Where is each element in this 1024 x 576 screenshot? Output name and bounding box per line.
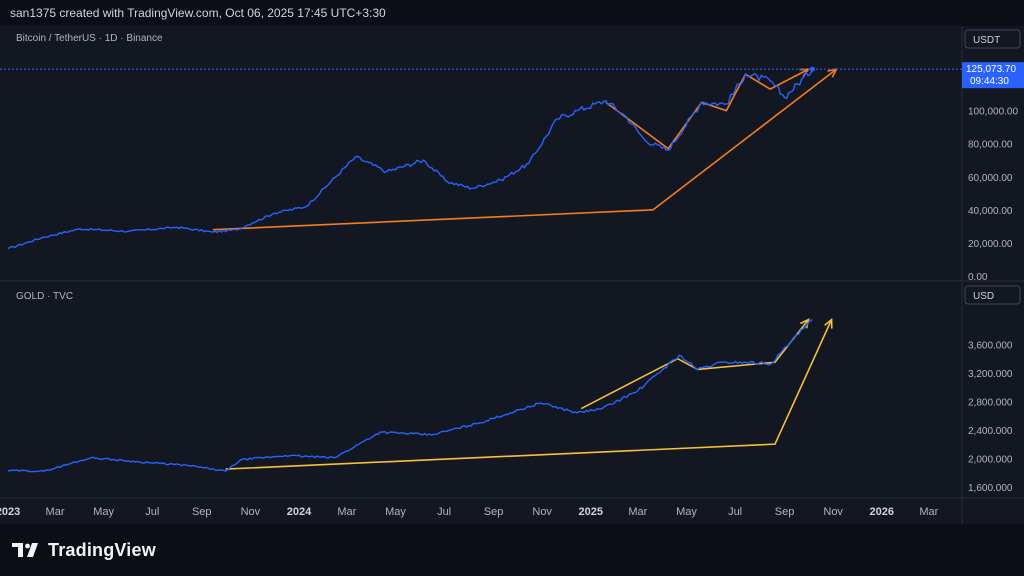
y-tick-label: 100,000.00 — [968, 107, 1018, 118]
time-axis[interactable]: 2023 Mar May Jul Sep Nov 2024 Mar May Jul Sep Nov 20… — [0, 506, 939, 518]
time-axis-label: May — [93, 506, 114, 518]
price-axis-background[interactable] — [962, 26, 1024, 524]
time-axis-label: Jul — [145, 506, 159, 518]
charts-svg[interactable]: Bitcoin / TetherUS · 1D · Binance USDT 0… — [0, 26, 1024, 524]
time-axis-label: May — [676, 506, 697, 518]
btc-title: Bitcoin / TetherUS · 1D · Binance — [16, 33, 163, 44]
btc-last-price-label: 125,073.70 — [966, 64, 1016, 75]
y-tick-label: 80,000.00 — [968, 140, 1013, 151]
time-axis-label: Mar — [919, 506, 938, 518]
chart-area[interactable]: Bitcoin / TetherUS · 1D · Binance USDT 0… — [0, 26, 1024, 524]
gold-y-ticks: 1,600.000 2,000.000 2,400.000 2,800.000 3,20… — [968, 340, 1013, 493]
time-axis-label: Jul — [728, 506, 742, 518]
trend-line[interactable] — [605, 68, 809, 150]
y-tick-label: 2,000.000 — [968, 454, 1013, 465]
y-tick-label: 3,200.000 — [968, 369, 1013, 380]
price-line[interactable] — [7, 319, 813, 473]
gold-currency-label: USD — [973, 291, 994, 302]
time-axis-label: Sep — [775, 506, 795, 518]
time-axis-label: Mar — [628, 506, 647, 518]
footer: TradingView — [0, 524, 1024, 576]
btc-countdown-label: 09:44:30 — [970, 76, 1009, 87]
btc-currency-box[interactable] — [964, 29, 1021, 49]
time-axis-label: Mar — [46, 506, 65, 518]
btc-y-ticks: 0.00 20,000.00 40,000.00 60,000.00 80,000.00… — [968, 107, 1018, 283]
time-axis-label: 2024 — [287, 506, 312, 518]
time-axis-label: 2023 — [0, 506, 20, 518]
tradingview-wordmark: TradingView — [48, 539, 156, 560]
y-tick-label: 2,800.000 — [968, 397, 1013, 408]
y-tick-label: 2,400.000 — [968, 426, 1013, 437]
trend-line[interactable] — [225, 319, 833, 470]
y-tick-label: 60,000.00 — [968, 173, 1013, 184]
y-tick-label: 0.00 — [968, 272, 988, 283]
time-axis-label: Nov — [823, 506, 843, 518]
time-axis-label: 2026 — [870, 506, 894, 518]
btc-currency-label: USDT — [973, 35, 1000, 46]
tradingview-logo-icon — [12, 543, 38, 557]
btc-price-tag — [962, 62, 1024, 89]
time-axis-label: Sep — [484, 506, 504, 518]
y-tick-label: 40,000.00 — [968, 206, 1013, 217]
gold-currency-box[interactable] — [964, 285, 1021, 305]
trend-line[interactable] — [212, 68, 837, 231]
y-tick-label: 1,600.000 — [968, 483, 1013, 494]
btc-trend-lines[interactable] — [212, 68, 838, 231]
time-axis-label: Mar — [337, 506, 356, 518]
y-tick-label: 3,600.000 — [968, 340, 1013, 351]
time-axis-label: Sep — [192, 506, 212, 518]
gold-pane[interactable]: GOLD · TVC USD 1,600.000 2,000.000 2,400.0… — [7, 285, 1021, 494]
gold-price-series[interactable] — [7, 319, 813, 473]
price-line[interactable] — [7, 68, 814, 250]
btc-last-price: 125,073.70 09:44:30 — [0, 62, 1024, 89]
created-by-header: san1375 created with TradingView.com, Oc… — [0, 0, 1024, 26]
y-tick-label: 20,000.00 — [968, 239, 1013, 250]
time-axis-label: May — [385, 506, 406, 518]
gold-trend-lines[interactable] — [225, 317, 833, 470]
time-axis-label: Nov — [532, 506, 552, 518]
time-axis-label: Jul — [437, 506, 451, 518]
gold-title: GOLD · TVC — [16, 291, 73, 302]
tradingview-logo[interactable]: TradingView — [12, 540, 156, 561]
time-axis-label: 2025 — [579, 506, 603, 518]
btc-pane[interactable]: Bitcoin / TetherUS · 1D · Binance USDT 0… — [0, 29, 1024, 283]
time-axis-label: Nov — [241, 506, 261, 518]
trend-line[interactable] — [580, 319, 810, 410]
trend-arrowhead — [824, 317, 833, 329]
